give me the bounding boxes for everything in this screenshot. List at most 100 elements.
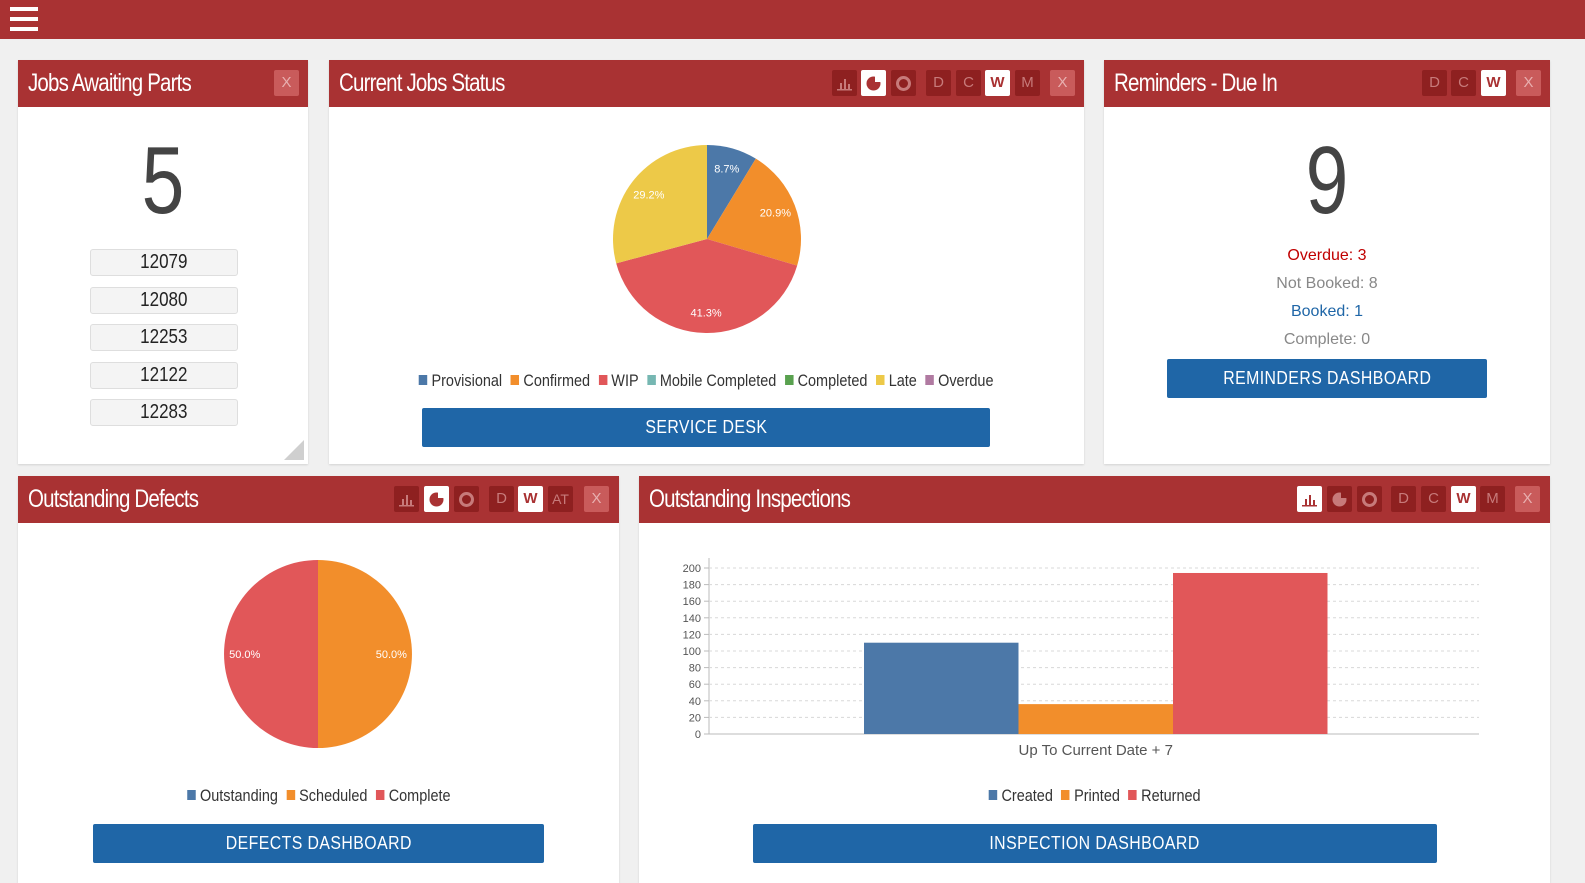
legend-swatch (1128, 790, 1137, 800)
y-tick-label: 200 (683, 563, 701, 575)
pie-slice-scheduled[interactable] (318, 560, 412, 748)
close-button[interactable]: X (1050, 70, 1075, 96)
outstanding-defects-panel: Outstanding Defects D W AT X 50.0% 50.0% … (18, 476, 619, 883)
job-number-chip[interactable]: 12122 (90, 361, 238, 389)
donut-chart-icon (896, 76, 911, 91)
top-navigation-bar (0, 0, 1585, 39)
legend-item-mobile-completed[interactable]: Mobile Completed (647, 371, 777, 391)
donut-chart-view-button[interactable] (1357, 486, 1382, 512)
pie-slice-confirmed[interactable] (707, 158, 801, 266)
bar-chart-icon (399, 495, 414, 507)
legend-item-completed[interactable]: Completed (785, 371, 868, 391)
pie-chart-icon (429, 492, 444, 507)
period-button-d[interactable]: D (489, 486, 514, 512)
period-button-m[interactable]: M (1480, 486, 1505, 512)
period-button-w[interactable]: W (518, 486, 543, 512)
legend-item-provisional[interactable]: Provisional (419, 371, 503, 391)
defects-dashboard-button[interactable]: DEFECTS DASHBOARD (93, 824, 544, 863)
close-button[interactable]: X (274, 70, 299, 96)
pie-slice-wip[interactable] (616, 239, 798, 333)
legend-item-late[interactable]: Late (876, 371, 917, 391)
outstanding-inspections-panel: Outstanding Inspections D C W M X 0 20 40 6… (639, 476, 1550, 883)
bar-chart-icon (837, 79, 852, 91)
legend-label: Complete (388, 786, 451, 805)
pie-chart-view-button[interactable] (1327, 486, 1352, 512)
donut-chart-view-button[interactable] (891, 70, 916, 96)
panel-header: Current Jobs Status D C W M X (329, 60, 1084, 107)
pie-chart-view-button[interactable] (861, 70, 886, 96)
job-number-chip[interactable]: 12079 (90, 249, 238, 276)
close-button[interactable]: X (1515, 486, 1540, 512)
period-button-w[interactable]: W (1451, 486, 1476, 512)
panel-title: Current Jobs Status (339, 69, 505, 97)
hamburger-menu-icon[interactable] (10, 5, 38, 33)
period-button-w[interactable]: W (1481, 70, 1506, 96)
defects-dashboard-label: DEFECTS DASHBOARD (225, 833, 412, 853)
pie-slice-late[interactable] (613, 145, 707, 264)
job-number: 12079 (140, 251, 188, 273)
job-number: 12283 (140, 401, 188, 423)
period-button-at[interactable]: AT (548, 486, 573, 512)
period-button-d[interactable]: D (926, 70, 951, 96)
legend-label: Provisional (431, 371, 503, 390)
pie-slice-provisional[interactable] (707, 145, 756, 239)
donut-chart-view-button[interactable] (454, 486, 479, 512)
legend-item-confirmed[interactable]: Confirmed (511, 371, 590, 391)
period-button-c[interactable]: C (1451, 70, 1476, 96)
close-button[interactable]: X (584, 486, 609, 512)
bar-chart-view-button[interactable] (394, 486, 419, 512)
legend-item-overdue[interactable]: Overdue (925, 371, 994, 391)
bar-chart-view-button[interactable] (832, 70, 857, 96)
legend-swatch (598, 375, 608, 385)
legend-item-returned[interactable]: Returned (1128, 786, 1200, 806)
legend-label: Printed (1073, 786, 1120, 805)
legend-item-outstanding[interactable]: Outstanding (186, 786, 278, 806)
period-button-d[interactable]: D (1422, 70, 1447, 96)
close-button[interactable]: X (1516, 70, 1541, 96)
service-desk-button[interactable]: SERVICE DESK (422, 408, 990, 447)
overdue-count[interactable]: Overdue: 3 (1287, 247, 1367, 264)
bar-created[interactable] (864, 642, 1019, 734)
reminders-dashboard-button[interactable]: REMINDERS DASHBOARD (1167, 359, 1487, 398)
pie-chart-icon (866, 76, 881, 91)
legend-swatch (1061, 790, 1070, 800)
legend-item-complete[interactable]: Complete (375, 786, 451, 806)
pie-value-label: 20.9% (760, 208, 791, 220)
complete-count[interactable]: Complete: 0 (1283, 331, 1371, 348)
legend-label: Created (1001, 786, 1053, 805)
resize-handle-icon[interactable] (284, 440, 304, 460)
period-button-c[interactable]: C (1421, 486, 1446, 512)
job-number-chip[interactable]: 12283 (90, 399, 238, 426)
legend-label: Confirmed (523, 371, 591, 390)
period-button-m[interactable]: M (1015, 70, 1040, 96)
legend-swatch (286, 790, 295, 800)
legend-item-created[interactable]: Created (988, 786, 1053, 806)
bar-chart-icon (1302, 495, 1317, 507)
donut-chart-icon (459, 492, 474, 507)
legend-swatch (647, 375, 656, 385)
bar-chart-view-button[interactable] (1297, 486, 1322, 512)
pie-chart-view-button[interactable] (424, 486, 449, 512)
bar-returned[interactable] (1173, 572, 1328, 734)
legend-label: Returned (1140, 786, 1201, 805)
jobs-count: 5 (141, 127, 185, 234)
booked-count[interactable]: Booked: 1 (1290, 303, 1364, 320)
legend-item-wip[interactable]: WIP (598, 371, 639, 391)
y-tick-label: 120 (683, 629, 701, 641)
period-button-d[interactable]: D (1391, 486, 1416, 512)
pie-slice-complete[interactable] (224, 560, 318, 748)
job-number-chip[interactable]: 12080 (90, 286, 238, 314)
period-button-w[interactable]: W (985, 70, 1010, 96)
current-jobs-status-panel: Current Jobs Status D C W M X 8.7% 20.9% 4… (329, 60, 1084, 464)
reminders-dashboard-label: REMINDERS DASHBOARD (1222, 368, 1432, 388)
not-booked-count[interactable]: Not Booked: 8 (1276, 275, 1378, 292)
legend-item-printed[interactable]: Printed (1061, 786, 1120, 806)
legend-item-scheduled[interactable]: Scheduled (286, 786, 367, 806)
y-tick-label: 140 (683, 613, 701, 625)
period-button-c[interactable]: C (956, 70, 981, 96)
inspection-dashboard-button[interactable]: INSPECTION DASHBOARD (753, 824, 1437, 863)
legend-swatch (419, 375, 428, 385)
legend-swatch (375, 790, 385, 800)
job-number-chip[interactable]: 12253 (90, 324, 238, 351)
bar-printed[interactable] (1018, 704, 1174, 734)
